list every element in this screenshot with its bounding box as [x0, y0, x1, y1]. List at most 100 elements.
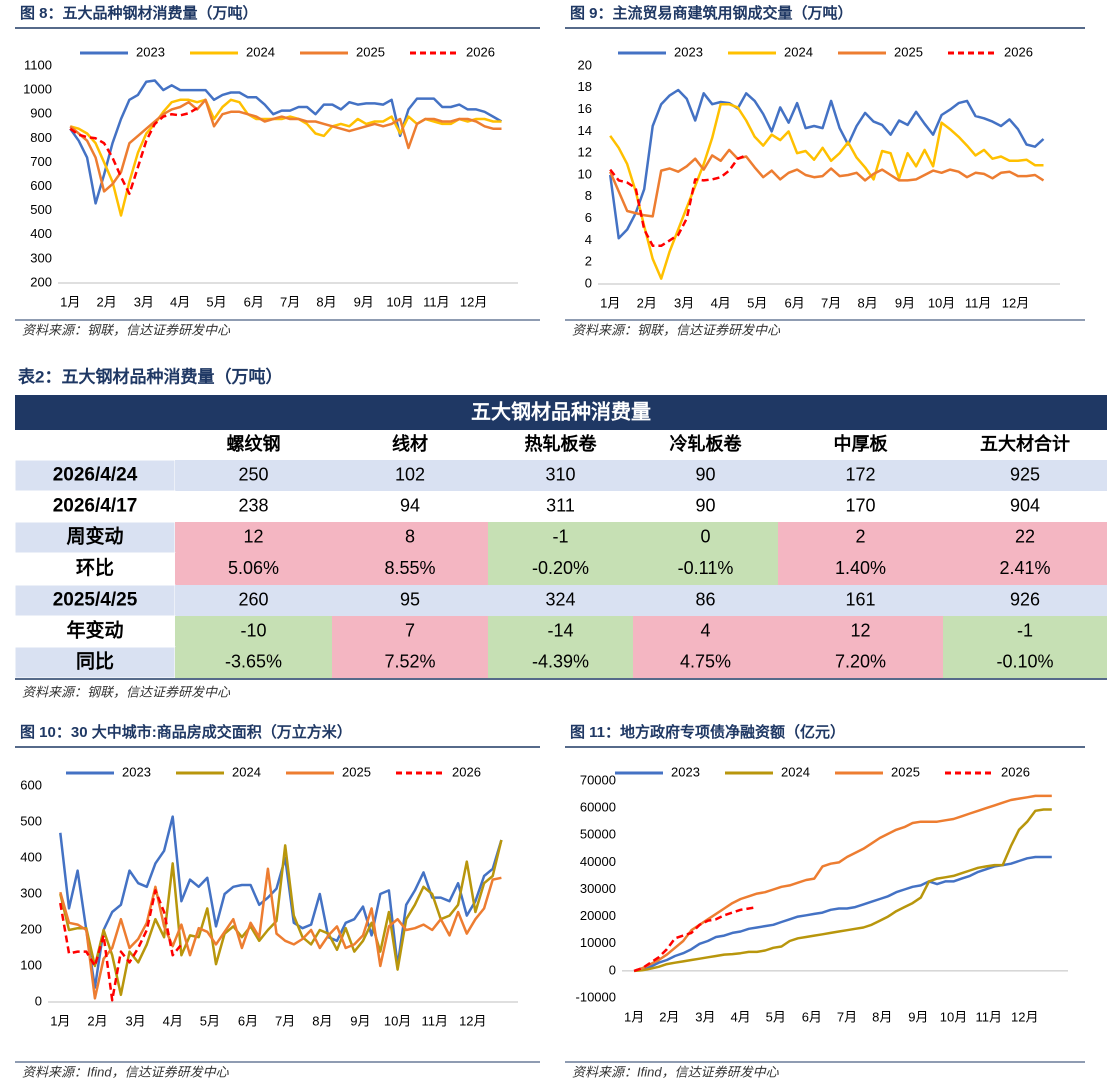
cell-bg: [488, 585, 633, 616]
legend-label: 2026: [466, 44, 495, 59]
x-tick-label: 10月: [384, 1013, 411, 1028]
chart-title: 图 10：30 大中城市:商品房成交面积（万立方米）: [20, 723, 352, 741]
cell-bg: [633, 522, 778, 553]
row-label: 2025/4/25: [53, 590, 138, 611]
x-tick-label: 12月: [1002, 295, 1029, 310]
y-tick-label: 100: [20, 957, 42, 972]
series-line: [633, 855, 1052, 973]
cell-bg: [633, 585, 778, 616]
cell: 2.41%: [999, 558, 1050, 578]
chart-source: 资料来源：钢联，信达证券研发中心: [572, 322, 781, 337]
row-label-bg: [14, 552, 176, 586]
cell: 7.20%: [835, 651, 886, 671]
x-tick-label: 11月: [423, 294, 450, 309]
y-tick-label: 4: [585, 232, 592, 247]
series-line: [609, 148, 1045, 218]
x-tick-label: 3月: [134, 294, 154, 309]
x-tick-label: 4月: [730, 1009, 750, 1024]
row-label-bg: [14, 521, 176, 554]
y-tick-label: 500: [30, 202, 52, 217]
row-label: 年变动: [66, 619, 123, 642]
column-header: 中厚板: [834, 433, 889, 454]
y-tick-label: 20000: [580, 908, 616, 923]
x-tick-label: 9月: [350, 1013, 370, 1028]
table-source: 资料来源：钢联，信达证券研发中心: [22, 684, 231, 699]
x-tick-label: 8月: [858, 295, 878, 310]
cell: 1.40%: [835, 558, 886, 578]
cell: 310: [545, 464, 575, 484]
x-tick-label: 5月: [766, 1009, 786, 1024]
cell: 8: [405, 526, 415, 546]
y-tick-label: 400: [30, 226, 52, 241]
cell-bg: [778, 522, 943, 553]
y-tick-label: 0: [609, 962, 616, 977]
column-header: 热轧板卷: [525, 433, 598, 454]
y-tick-label: 200: [30, 274, 52, 289]
series-line: [609, 154, 747, 248]
column-header: 冷轧板卷: [670, 433, 743, 454]
legend-label: 2026: [1004, 44, 1033, 59]
cell-bg: [778, 647, 943, 678]
x-tick-label: 6月: [238, 1013, 258, 1028]
table-header: 五大钢材品种消费量: [471, 399, 651, 423]
cell: -1: [552, 526, 568, 546]
table-header-bg: [15, 395, 1107, 430]
legend-label: 2025: [342, 764, 371, 779]
x-tick-label: 12月: [1011, 1009, 1038, 1024]
cell: 260: [238, 589, 268, 609]
x-tick-label: 7月: [821, 295, 841, 310]
legend-label: 2023: [122, 764, 151, 779]
x-tick-label: 1月: [600, 295, 620, 310]
cell: 926: [1010, 589, 1040, 609]
cell-bg: [633, 491, 778, 522]
x-tick-label: 7月: [275, 1013, 295, 1028]
cell-bg: [332, 491, 488, 522]
x-tick-label: 10月: [386, 294, 413, 309]
chart-source: 资料来源：Ifind，信达证券研发中心: [572, 1064, 780, 1079]
series-line: [59, 839, 503, 997]
y-tick-label: 8: [585, 188, 592, 203]
y-tick-label: 70000: [580, 772, 616, 787]
cell: 925: [1010, 464, 1040, 484]
cell: 904: [1010, 495, 1040, 515]
cell-bg: [943, 522, 1107, 553]
y-tick-label: 0: [585, 275, 592, 290]
y-tick-label: 700: [30, 154, 52, 169]
cell: 161: [845, 589, 875, 609]
legend-label: 2024: [784, 44, 813, 59]
y-tick-label: 30000: [580, 881, 616, 896]
x-tick-label: 5月: [206, 294, 226, 309]
cell: 94: [400, 495, 420, 515]
row-label: 2026/4/17: [53, 496, 138, 517]
cell-bg: [175, 647, 332, 678]
cell: -0.10%: [996, 651, 1053, 671]
y-tick-label: 14: [578, 123, 592, 138]
x-tick-label: 11月: [975, 1009, 1002, 1024]
y-tick-label: -10000: [576, 989, 616, 1004]
x-tick-label: 9月: [908, 1009, 928, 1024]
x-tick-label: 4月: [711, 295, 731, 310]
x-tick-label: 9月: [895, 295, 915, 310]
y-tick-label: 60000: [580, 800, 616, 815]
cell-bg: [175, 616, 332, 647]
row-label: 2026/4/24: [53, 465, 138, 486]
cell: -0.11%: [678, 558, 734, 578]
column-header: 螺纹钢: [227, 433, 281, 454]
x-tick-label: 3月: [695, 1009, 715, 1024]
legend-label: 2025: [894, 44, 923, 59]
x-tick-label: 8月: [872, 1009, 892, 1024]
y-tick-label: 0: [35, 993, 42, 1008]
cell: 4.75%: [680, 651, 731, 671]
series-line: [59, 867, 502, 1000]
cell-bg: [488, 616, 633, 647]
chart-title: 图 9：主流贸易商建筑用钢成交量（万吨）: [570, 4, 853, 22]
chart-title: 图 8：五大品种钢材消费量（万吨）: [20, 4, 258, 22]
x-tick-label: 12月: [460, 294, 487, 309]
legend-label: 2023: [671, 764, 700, 779]
cell: -3.65%: [225, 651, 282, 671]
x-tick-label: 2月: [659, 1009, 679, 1024]
legend-label: 2023: [674, 44, 703, 59]
cell-bg: [943, 585, 1107, 616]
cell-bg: [488, 553, 633, 585]
